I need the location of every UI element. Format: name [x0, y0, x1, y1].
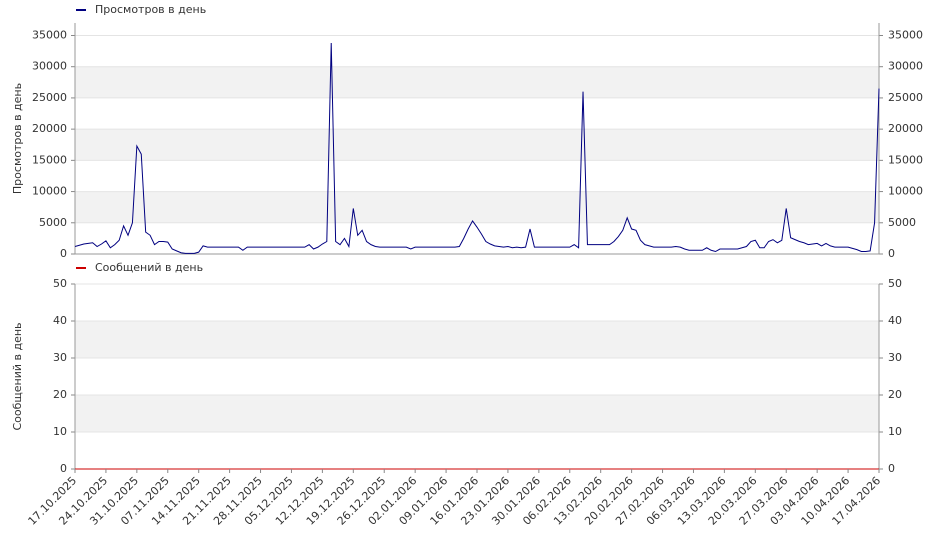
grid-band — [75, 321, 879, 358]
y-tick-label: 20000 — [32, 122, 67, 135]
y-tick-label: 0 — [60, 247, 67, 260]
y2-tick-label: 30000 — [888, 60, 923, 73]
y2-tick-label: 5000 — [888, 216, 916, 229]
y2-tick-label: 0 — [888, 247, 895, 260]
y-axis-label: Просмотров в день — [11, 83, 24, 194]
y-tick-label: 40 — [53, 314, 67, 327]
y-tick-label: 35000 — [32, 28, 67, 41]
y2-tick-label: 0 — [888, 462, 895, 475]
y-axis-label: Сообщений в день — [11, 322, 24, 430]
y-tick-label: 50 — [53, 277, 67, 290]
grid-band — [75, 191, 879, 223]
grid-band — [75, 395, 879, 432]
y2-tick-label: 35000 — [888, 28, 923, 41]
legend-label: Просмотров в день — [95, 3, 206, 16]
y2-tick-label: 20 — [888, 388, 902, 401]
y-tick-label: 20 — [53, 388, 67, 401]
y2-tick-label: 20000 — [888, 122, 923, 135]
y2-tick-label: 30 — [888, 351, 902, 364]
y2-tick-label: 25000 — [888, 91, 923, 104]
legend-label: Сообщений в день — [95, 261, 203, 274]
y2-tick-label: 15000 — [888, 153, 923, 166]
grid-band — [75, 66, 879, 98]
grid-band — [75, 129, 879, 161]
line-series — [74, 42, 880, 254]
y2-tick-label: 10 — [888, 425, 902, 438]
y-tick-label: 10 — [53, 425, 67, 438]
y-tick-label: 30 — [53, 351, 67, 364]
y2-tick-label: 50 — [888, 277, 902, 290]
y2-tick-label: 10000 — [888, 185, 923, 198]
y2-tick-label: 40 — [888, 314, 902, 327]
y-tick-label: 0 — [60, 462, 67, 475]
y-tick-label: 30000 — [32, 60, 67, 73]
y-tick-label: 15000 — [32, 153, 67, 166]
y-tick-label: 5000 — [39, 216, 67, 229]
y-tick-label: 25000 — [32, 91, 67, 104]
y-tick-label: 10000 — [32, 185, 67, 198]
